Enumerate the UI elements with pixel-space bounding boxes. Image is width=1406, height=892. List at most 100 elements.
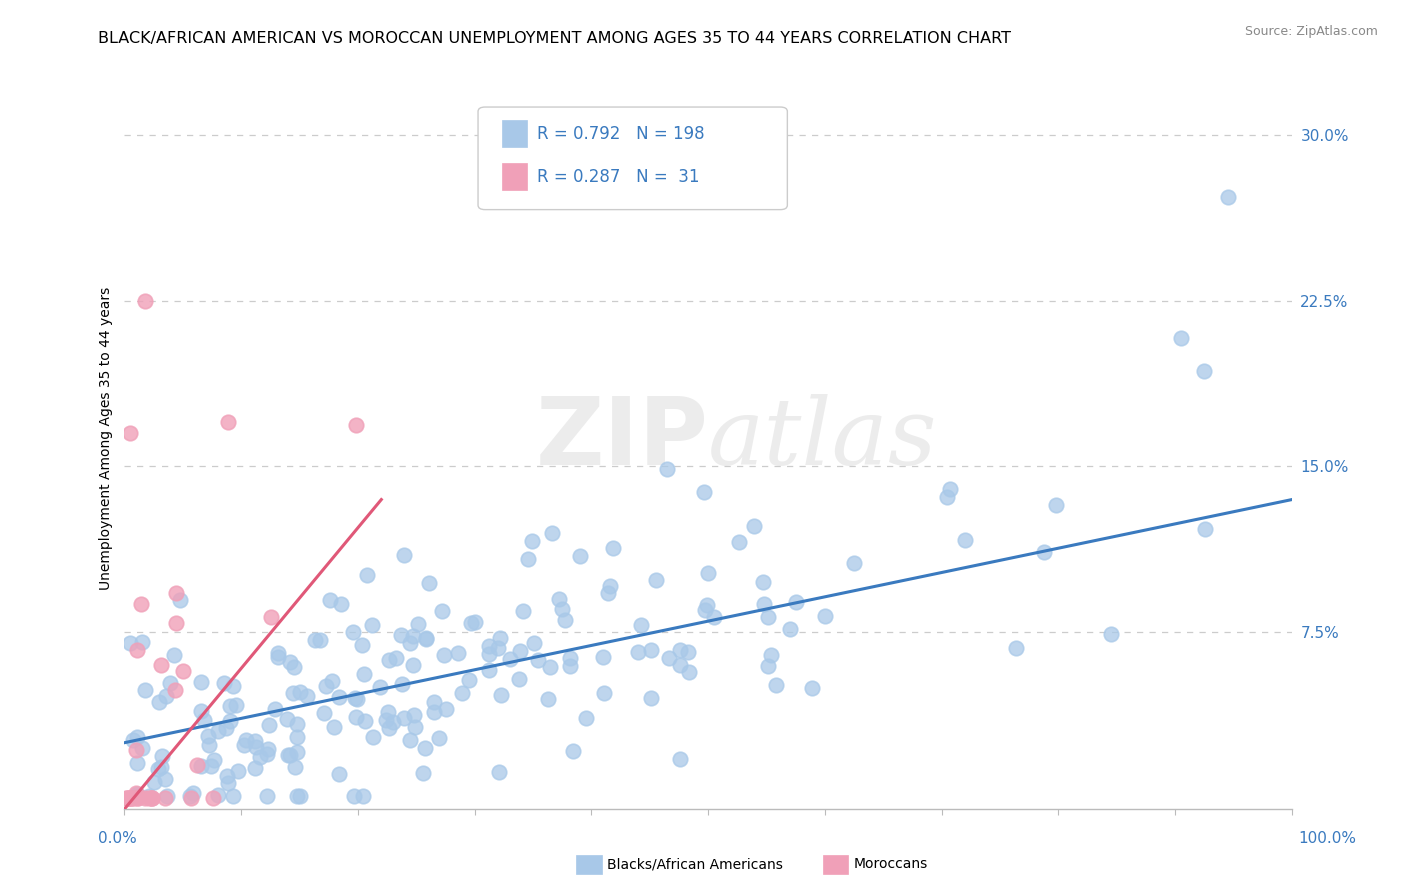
Point	[575, 711, 598, 725]
Point	[939, 482, 962, 496]
Point	[163, 648, 186, 662]
Point	[217, 415, 239, 429]
Point	[640, 690, 662, 705]
Point	[165, 615, 187, 630]
Point	[703, 609, 725, 624]
Point	[197, 729, 219, 743]
Point	[225, 698, 247, 713]
Point	[423, 695, 446, 709]
Point	[138, 789, 160, 803]
Point	[217, 768, 239, 782]
Point	[222, 789, 245, 803]
Point	[385, 651, 408, 665]
Point	[669, 643, 692, 657]
Point	[141, 791, 163, 805]
Text: ZIP: ZIP	[536, 392, 709, 484]
Point	[218, 714, 240, 728]
Point	[127, 643, 149, 657]
Point	[596, 586, 619, 600]
Point	[344, 710, 367, 724]
Point	[117, 791, 139, 805]
Point	[114, 791, 136, 805]
Point	[378, 721, 401, 735]
Point	[489, 632, 512, 646]
Point	[125, 743, 148, 757]
Point	[285, 789, 308, 803]
Point	[488, 765, 510, 780]
Point	[280, 748, 302, 763]
Point	[1216, 190, 1239, 204]
Point	[486, 641, 509, 656]
Point	[139, 791, 162, 805]
Point	[499, 652, 522, 666]
Point	[198, 738, 221, 752]
Point	[756, 659, 779, 673]
Point	[155, 791, 177, 805]
Point	[540, 526, 562, 541]
Point	[243, 734, 266, 748]
Text: R = 0.792   N = 198: R = 0.792 N = 198	[537, 125, 704, 143]
Point	[404, 720, 426, 734]
Point	[517, 552, 540, 566]
Point	[669, 752, 692, 766]
Point	[801, 681, 824, 695]
Point	[814, 609, 837, 624]
Point	[222, 679, 245, 693]
Point	[569, 549, 592, 564]
Point	[352, 638, 374, 652]
Point	[190, 759, 212, 773]
Point	[693, 485, 716, 500]
Point	[134, 293, 156, 308]
Point	[344, 417, 367, 432]
Point	[406, 617, 429, 632]
Point	[389, 628, 412, 642]
Point	[153, 772, 176, 787]
Point	[953, 533, 976, 547]
Point	[267, 650, 290, 665]
Point	[304, 633, 326, 648]
Point	[190, 675, 212, 690]
Point	[343, 691, 366, 706]
Point	[215, 721, 238, 735]
Point	[323, 720, 346, 734]
Point	[165, 586, 187, 600]
Point	[120, 426, 142, 441]
Point	[413, 741, 436, 756]
Point	[143, 774, 166, 789]
Point	[249, 749, 271, 764]
Point	[394, 548, 416, 562]
Point	[193, 713, 215, 727]
Point	[121, 733, 143, 747]
Point	[186, 757, 208, 772]
Point	[645, 573, 668, 587]
Point	[936, 490, 959, 504]
Point	[418, 576, 440, 591]
Point	[127, 756, 149, 771]
Point	[432, 604, 454, 618]
Point	[125, 788, 148, 802]
Point	[134, 683, 156, 698]
Point	[290, 684, 312, 698]
Point	[356, 568, 378, 582]
Point	[148, 695, 170, 709]
Point	[1099, 627, 1122, 641]
Text: Source: ZipAtlas.com: Source: ZipAtlas.com	[1244, 25, 1378, 38]
Point	[200, 759, 222, 773]
Point	[537, 692, 560, 706]
Point	[204, 753, 226, 767]
Point	[321, 674, 343, 689]
Point	[156, 789, 179, 803]
Point	[695, 603, 717, 617]
Point	[756, 610, 779, 624]
Point	[245, 761, 267, 775]
Point	[127, 791, 149, 805]
Point	[508, 673, 530, 687]
Point	[640, 643, 662, 657]
Point	[602, 541, 624, 555]
Point	[263, 702, 285, 716]
Point	[180, 791, 202, 805]
Point	[463, 615, 485, 629]
Point	[120, 636, 142, 650]
Point	[127, 730, 149, 744]
Point	[315, 679, 337, 693]
